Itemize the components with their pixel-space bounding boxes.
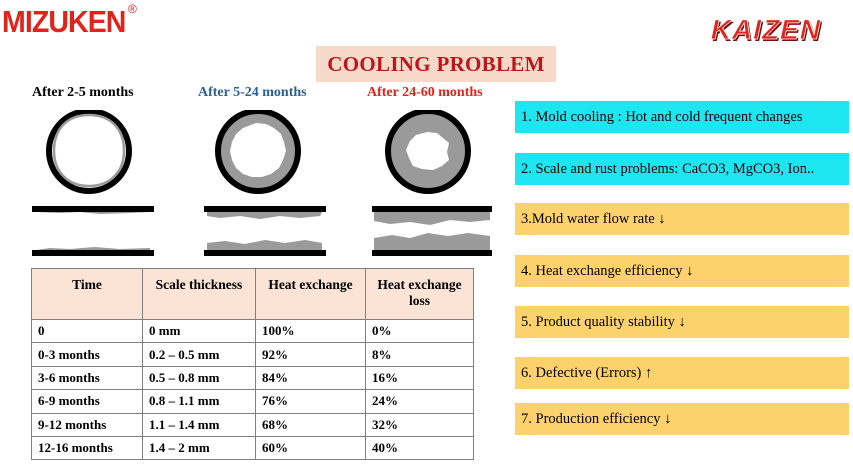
pipe-wall-mid [204,206,326,256]
header-heat-exchange: Heat exchange [255,268,366,320]
problem-mold-cooling: 1. Mold cooling : Hot and cold frequent … [515,101,849,133]
problem-scale-rust: 2. Scale and rust problems: CaCO3, MgCO3… [515,153,849,185]
cell-heat: 76% [255,389,366,414]
pipe-wall-late [372,206,492,256]
cell-heat: 84% [255,365,366,391]
page-title: COOLING PROBLEM [316,46,556,82]
problem-water-flow: 3.Mold water flow rate ↓ [515,203,849,235]
header-heat-exchange-loss: Heat exchange loss [365,268,474,320]
cell-scale: 0.2 – 0.5 mm [142,342,256,367]
kaizen-logo-shadow: KAIZEN [710,15,827,46]
cell-time: 0 [31,318,143,344]
table-row: 0 0 mm 100% 0% [31,318,474,344]
table-row: 0-3 months 0.2 – 0.5 mm 92% 8% [31,342,474,367]
pipe-section-mid [215,110,301,194]
cell-loss: 8% [365,342,474,367]
cell-scale: 0.8 – 1.1 mm [142,389,256,414]
cell-scale: 1.1 – 1.4 mm [142,412,256,437]
stage-label-late: After 24-60 months [367,85,483,100]
table-row: 9-12 months 1.1 – 1.4 mm 68% 32% [31,412,474,437]
cell-loss: 24% [365,389,474,414]
stage-label-early: After 2-5 months [32,85,134,100]
kaizen-logo-text: KAIZEN [708,13,825,45]
problem-defective: 6. Defective (Errors) ↑ [515,357,849,389]
cell-scale: 1.4 – 2 mm [142,435,256,461]
cell-loss: 16% [365,365,474,391]
table-row: 12-16 months 1.4 – 2 mm 60% 40% [31,435,474,461]
header-scale-thickness: Scale thickness [142,268,256,320]
table-row: 3-6 months 0.5 – 0.8 mm 84% 16% [31,365,474,391]
cell-time: 12-16 months [31,435,143,461]
table-row: 6-9 months 0.8 – 1.1 mm 76% 24% [31,389,474,414]
problem-heat-efficiency: 4. Heat exchange efficiency ↓ [515,255,849,287]
cell-loss: 32% [365,412,474,437]
cell-time: 9-12 months [31,412,143,437]
brand-logo: MIZUKEN [2,4,126,39]
pipe-wall-early [32,206,154,256]
cell-heat: 60% [255,435,366,461]
pipe-scale-illustration [32,110,492,256]
cell-time: 0-3 months [31,342,143,367]
stage-label-mid: After 5-24 months [198,85,307,100]
table-header-row: Time Scale thickness Heat exchange Heat … [31,268,474,320]
cell-loss: 0% [365,318,474,344]
problem-quality-stability: 5. Product quality stability ↓ [515,306,849,338]
pipe-section-late [385,110,471,194]
cell-scale: 0.5 – 0.8 mm [142,365,256,391]
scale-heat-exchange-table: Time Scale thickness Heat exchange Heat … [31,268,474,461]
cell-loss: 40% [365,435,474,461]
kaizen-logo: KAIZEN KAIZEN [708,13,827,46]
cell-scale: 0 mm [142,318,256,344]
cell-time: 6-9 months [31,389,143,414]
cell-heat: 68% [255,412,366,437]
cell-time: 3-6 months [31,365,143,391]
pipe-section-early [46,110,132,194]
registered-mark: ® [128,2,137,16]
problem-production-efficiency: 7. Production efficiency ↓ [515,403,849,435]
cell-heat: 100% [255,318,366,344]
cell-heat: 92% [255,342,366,367]
header-time: Time [31,268,143,320]
